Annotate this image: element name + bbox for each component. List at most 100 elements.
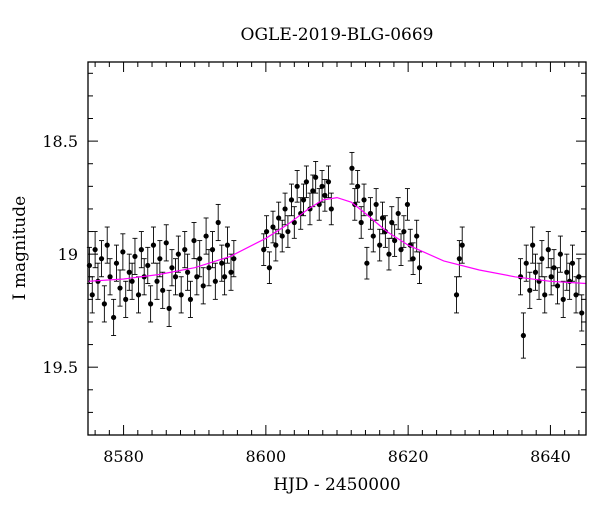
data-point: [560, 296, 566, 302]
data-point: [349, 165, 355, 171]
data-point: [404, 201, 411, 208]
data-point: [542, 292, 548, 298]
data-point: [132, 253, 138, 260]
data-point: [554, 283, 561, 289]
data-point: [285, 228, 291, 235]
data-point: [520, 332, 526, 339]
data-point: [373, 201, 379, 208]
data-point: [364, 260, 370, 266]
data-point: [523, 260, 529, 266]
data-point: [107, 274, 113, 280]
data-point: [221, 274, 228, 280]
data-point: [145, 262, 151, 269]
data-point: [150, 242, 157, 248]
data-point: [548, 274, 554, 280]
data-point: [564, 269, 570, 275]
data-point: [453, 292, 460, 298]
data-point: [185, 269, 191, 275]
data-point: [276, 215, 282, 221]
data-point: [288, 197, 295, 203]
data-point: [92, 247, 98, 253]
data-point: [113, 260, 120, 266]
data-point: [263, 228, 270, 235]
data-point: [557, 251, 563, 257]
x-axis-label: HJD - 2450000: [273, 475, 401, 495]
data-point: [322, 192, 328, 198]
data-point: [178, 292, 184, 298]
plot-marks: [86, 151, 587, 359]
data-point: [459, 242, 465, 248]
data-point: [367, 210, 374, 217]
data-point: [104, 242, 110, 248]
data-point: [266, 265, 273, 271]
data-point: [282, 206, 288, 212]
data-point: [120, 249, 126, 255]
data-point: [358, 219, 364, 226]
y-tick-label: 18.5: [42, 132, 78, 151]
data-point: [573, 292, 579, 298]
data-point: [569, 260, 576, 266]
data-point: [212, 278, 218, 284]
data-point: [414, 233, 420, 239]
data-point: [298, 210, 304, 217]
data-point: [182, 247, 188, 253]
data-point: [270, 224, 276, 230]
y-tick-label: 19.5: [42, 358, 78, 377]
data-point: [138, 247, 144, 253]
data-point: [154, 278, 160, 284]
data-point: [117, 285, 123, 291]
axis-ticks: [88, 62, 586, 435]
data-point: [194, 274, 200, 280]
data-point: [319, 183, 325, 189]
data-point: [169, 265, 175, 271]
data-point: [395, 210, 401, 217]
data-point: [172, 274, 179, 280]
data-point: [545, 247, 551, 253]
data-point: [294, 183, 300, 189]
data-point: [98, 256, 105, 262]
data-point: [101, 301, 107, 307]
data-point: [530, 242, 536, 248]
axis-tick-labels: 8580 8600 8620 8640 18.5 19 19.5: [42, 132, 570, 466]
data-point: [273, 242, 279, 248]
data-point: [219, 260, 225, 266]
data-point: [370, 233, 376, 239]
data-point: [401, 228, 407, 235]
data-point: [416, 265, 423, 271]
data-point: [539, 256, 545, 262]
data-point: [163, 240, 169, 246]
x-tick-label: 8620: [388, 447, 429, 466]
data-point: [160, 287, 166, 293]
data-point: [382, 228, 388, 235]
data-point: [392, 237, 398, 244]
data-point: [361, 197, 367, 203]
data-point: [209, 247, 216, 253]
data-point: [551, 265, 557, 271]
data-point: [398, 247, 404, 253]
data-point: [386, 251, 392, 257]
data-point: [279, 233, 285, 239]
data-point: [261, 247, 267, 253]
data-point: [135, 292, 142, 298]
data-point: [389, 219, 395, 226]
data-point: [166, 305, 172, 312]
data-point: [203, 233, 209, 239]
data-point: [303, 179, 310, 185]
data-point: [355, 183, 361, 189]
data-point: [325, 179, 332, 185]
data-point: [206, 265, 212, 271]
data-point: [579, 310, 585, 316]
data-point: [111, 314, 117, 321]
data-point: [456, 256, 462, 262]
chart-title: OGLE-2019-BLG-0669: [241, 25, 434, 45]
data-point: [224, 242, 231, 248]
plot-frame: [87, 61, 587, 436]
data-point: [200, 283, 206, 289]
data-point: [228, 269, 234, 275]
data-point: [410, 256, 416, 262]
y-tick-label: 19: [58, 245, 78, 264]
x-tick-label: 8580: [103, 447, 144, 466]
data-point: [148, 301, 154, 307]
data-point: [379, 215, 386, 221]
